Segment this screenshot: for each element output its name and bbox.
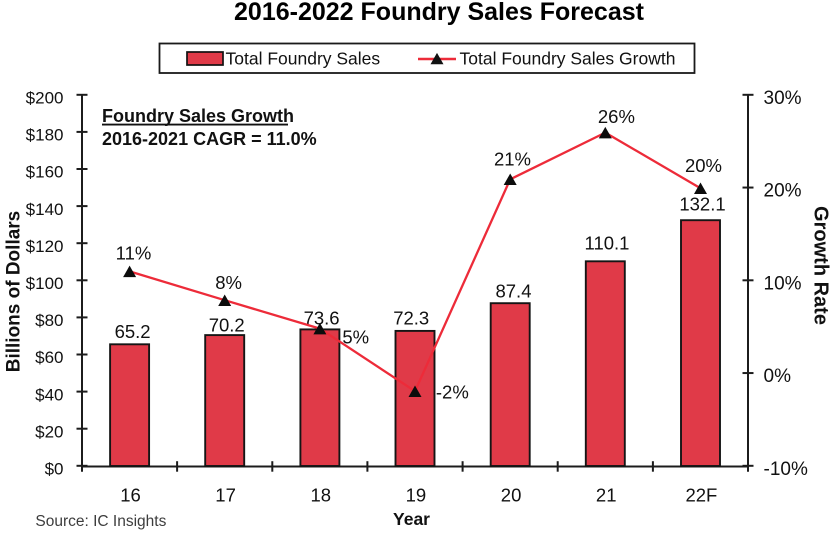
svg-text:Total Foundry Sales: Total Foundry Sales (226, 48, 381, 68)
svg-text:72.3: 72.3 (393, 307, 429, 328)
svg-text:$160: $160 (26, 163, 64, 182)
svg-text:Foundry Sales Growth: Foundry Sales Growth (102, 106, 294, 126)
svg-text:20%: 20% (764, 181, 802, 202)
svg-text:26%: 26% (598, 106, 635, 127)
svg-text:-10%: -10% (764, 459, 808, 480)
svg-text:$140: $140 (26, 200, 64, 219)
svg-text:Total Foundry Sales Growth: Total Foundry Sales Growth (460, 48, 676, 68)
svg-text:$0: $0 (45, 460, 64, 479)
svg-text:11%: 11% (116, 243, 152, 264)
svg-text:$60: $60 (35, 348, 63, 367)
svg-text:5%: 5% (342, 326, 369, 347)
svg-text:$40: $40 (35, 385, 63, 404)
svg-text:17: 17 (215, 484, 236, 505)
svg-text:Source: IC Insights: Source: IC Insights (35, 513, 166, 530)
svg-text:70.2: 70.2 (209, 315, 245, 336)
svg-text:18: 18 (311, 484, 332, 505)
svg-text:$100: $100 (26, 274, 64, 293)
svg-text:20%: 20% (685, 155, 722, 176)
svg-text:19: 19 (406, 484, 427, 505)
svg-text:$200: $200 (26, 89, 64, 108)
svg-text:30%: 30% (764, 88, 802, 109)
svg-text:110.1: 110.1 (585, 233, 630, 254)
svg-text:$20: $20 (35, 422, 63, 441)
svg-text:8%: 8% (215, 272, 242, 293)
svg-text:21: 21 (596, 484, 617, 505)
svg-text:$80: $80 (35, 311, 63, 330)
svg-text:20: 20 (501, 484, 522, 505)
svg-text:Growth Rate: Growth Rate (810, 206, 831, 325)
svg-text:$180: $180 (26, 126, 64, 145)
svg-text:132.1: 132.1 (679, 194, 725, 215)
svg-text:2016-2022 Foundry Sales Foreca: 2016-2022 Foundry Sales Forecast (234, 0, 645, 26)
svg-text:2016-2021 CAGR = 11.0%: 2016-2021 CAGR = 11.0% (102, 129, 317, 149)
svg-text:22F: 22F (685, 484, 717, 505)
svg-text:-2%: -2% (436, 382, 469, 403)
svg-text:$120: $120 (26, 237, 64, 256)
svg-text:0%: 0% (764, 366, 792, 387)
svg-text:65.2: 65.2 (115, 321, 151, 342)
svg-text:87.4: 87.4 (495, 280, 531, 301)
svg-text:Year: Year (393, 509, 430, 529)
svg-text:Billions of Dollars: Billions of Dollars (4, 211, 25, 373)
svg-text:10%: 10% (764, 273, 802, 294)
svg-text:21%: 21% (494, 149, 531, 170)
svg-text:16: 16 (120, 484, 141, 505)
